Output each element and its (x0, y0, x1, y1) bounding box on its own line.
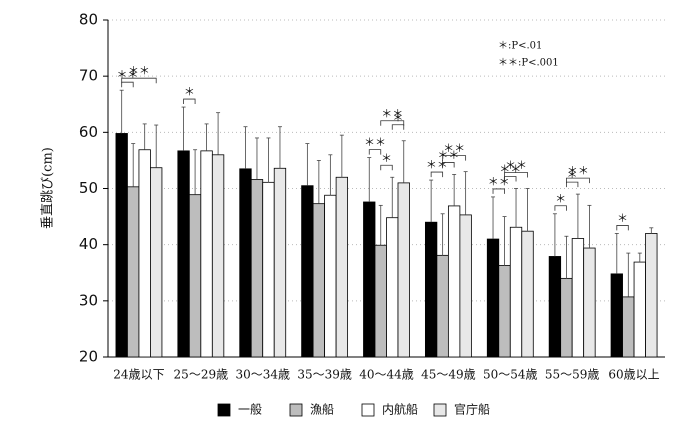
bar (509, 226, 523, 358)
annotation: ＊:P<.01 (498, 41, 542, 52)
significance-bracket (430, 171, 444, 178)
significance-label: ＊ (555, 192, 566, 205)
significance-label: ＊＊ (505, 159, 527, 172)
legend-swatch (433, 403, 447, 417)
y-tick-label: 40 (79, 235, 98, 253)
bar (273, 167, 287, 358)
legend-swatch (217, 403, 231, 417)
y-axis-label: 垂直跳び(cm) (41, 147, 56, 229)
significance-label: ＊ (393, 111, 404, 124)
bar (211, 154, 225, 358)
bar (312, 203, 326, 358)
bar (250, 179, 264, 358)
bar (571, 238, 585, 358)
bar (374, 244, 387, 358)
bar (521, 230, 534, 358)
significance-label: ＊ (617, 211, 628, 224)
bar (436, 254, 449, 358)
bar (397, 182, 410, 358)
significance-bracket (554, 205, 567, 211)
bar (633, 261, 646, 358)
significance-label: ＊＊ (567, 164, 589, 177)
x-tick-label: 40～44歳 (359, 368, 414, 382)
y-tick-label: 20 (79, 348, 98, 366)
significance-bracket (442, 155, 467, 161)
bar (335, 176, 349, 358)
bar (239, 168, 252, 358)
significance-bracket (504, 176, 517, 182)
significance-bracket (492, 188, 505, 194)
x-tick-label: 30～34歳 (235, 368, 290, 382)
significance-bracket (442, 162, 455, 168)
bar (324, 194, 337, 358)
x-tick-label: 50～54歳 (483, 368, 538, 382)
legend-label: 一般 (238, 402, 262, 417)
significance-label: ＊＊ (364, 136, 386, 149)
legend-label: 漁船 (310, 403, 334, 417)
bar (150, 167, 163, 358)
significance-bracket (391, 124, 405, 130)
significance-label: ＊ (184, 85, 195, 98)
bar (583, 247, 596, 358)
x-tick-label: 45～49歳 (421, 368, 476, 382)
bar (262, 181, 275, 358)
y-tick-label: 80 (79, 11, 98, 29)
legend-swatch (361, 403, 375, 417)
bar (301, 185, 314, 358)
y-tick-label: 50 (79, 179, 98, 197)
significance-label: ＊＊ (443, 142, 465, 155)
x-tick-label: 35～39歳 (297, 368, 352, 382)
significance-bracket (616, 225, 629, 231)
significance-bracket (121, 77, 157, 84)
bar (447, 205, 461, 358)
annotation: ＊＊:P<.001 (498, 58, 559, 69)
x-tick-label: 25～29歳 (174, 368, 229, 382)
bar (645, 233, 658, 358)
significance-bracket (504, 172, 528, 178)
bar (548, 256, 562, 358)
significance-bracket (380, 120, 405, 126)
x-tick-label: 55～59歳 (545, 368, 600, 382)
significance-label: ＊＊ (426, 158, 448, 171)
bar (560, 277, 573, 358)
bar (363, 201, 376, 358)
significance-label: ＊＊ (128, 64, 150, 77)
significance-bracket (183, 98, 196, 105)
significance-label: ＊ (567, 168, 578, 181)
y-tick-label: 30 (79, 291, 98, 309)
bar (188, 194, 202, 358)
significance-label: ＊ (381, 151, 392, 164)
x-tick-label: 24歳以下 (113, 368, 164, 382)
significance-bracket (368, 149, 382, 155)
y-tick-label: 70 (79, 67, 98, 85)
bar (138, 149, 151, 358)
bar (610, 273, 623, 358)
significance-label: ＊＊ (381, 107, 403, 120)
bar (498, 265, 511, 358)
legend-swatch (289, 403, 303, 417)
bar (622, 296, 635, 358)
legend-label: 内航船 (382, 402, 418, 417)
significance-bracket (380, 164, 393, 171)
significance-bracket (566, 181, 579, 188)
bar (177, 150, 190, 358)
significance-bracket (121, 81, 134, 88)
bar (386, 217, 399, 358)
bar (127, 186, 140, 358)
bar (115, 133, 128, 358)
bar (459, 214, 472, 358)
significance-bracket (566, 177, 590, 184)
legend-label: 官庁船 (454, 402, 490, 417)
x-tick-label: 60歳以上 (608, 368, 659, 382)
y-tick-label: 60 (79, 123, 98, 141)
bar (424, 221, 438, 358)
bar (486, 238, 500, 358)
bar (200, 150, 213, 358)
